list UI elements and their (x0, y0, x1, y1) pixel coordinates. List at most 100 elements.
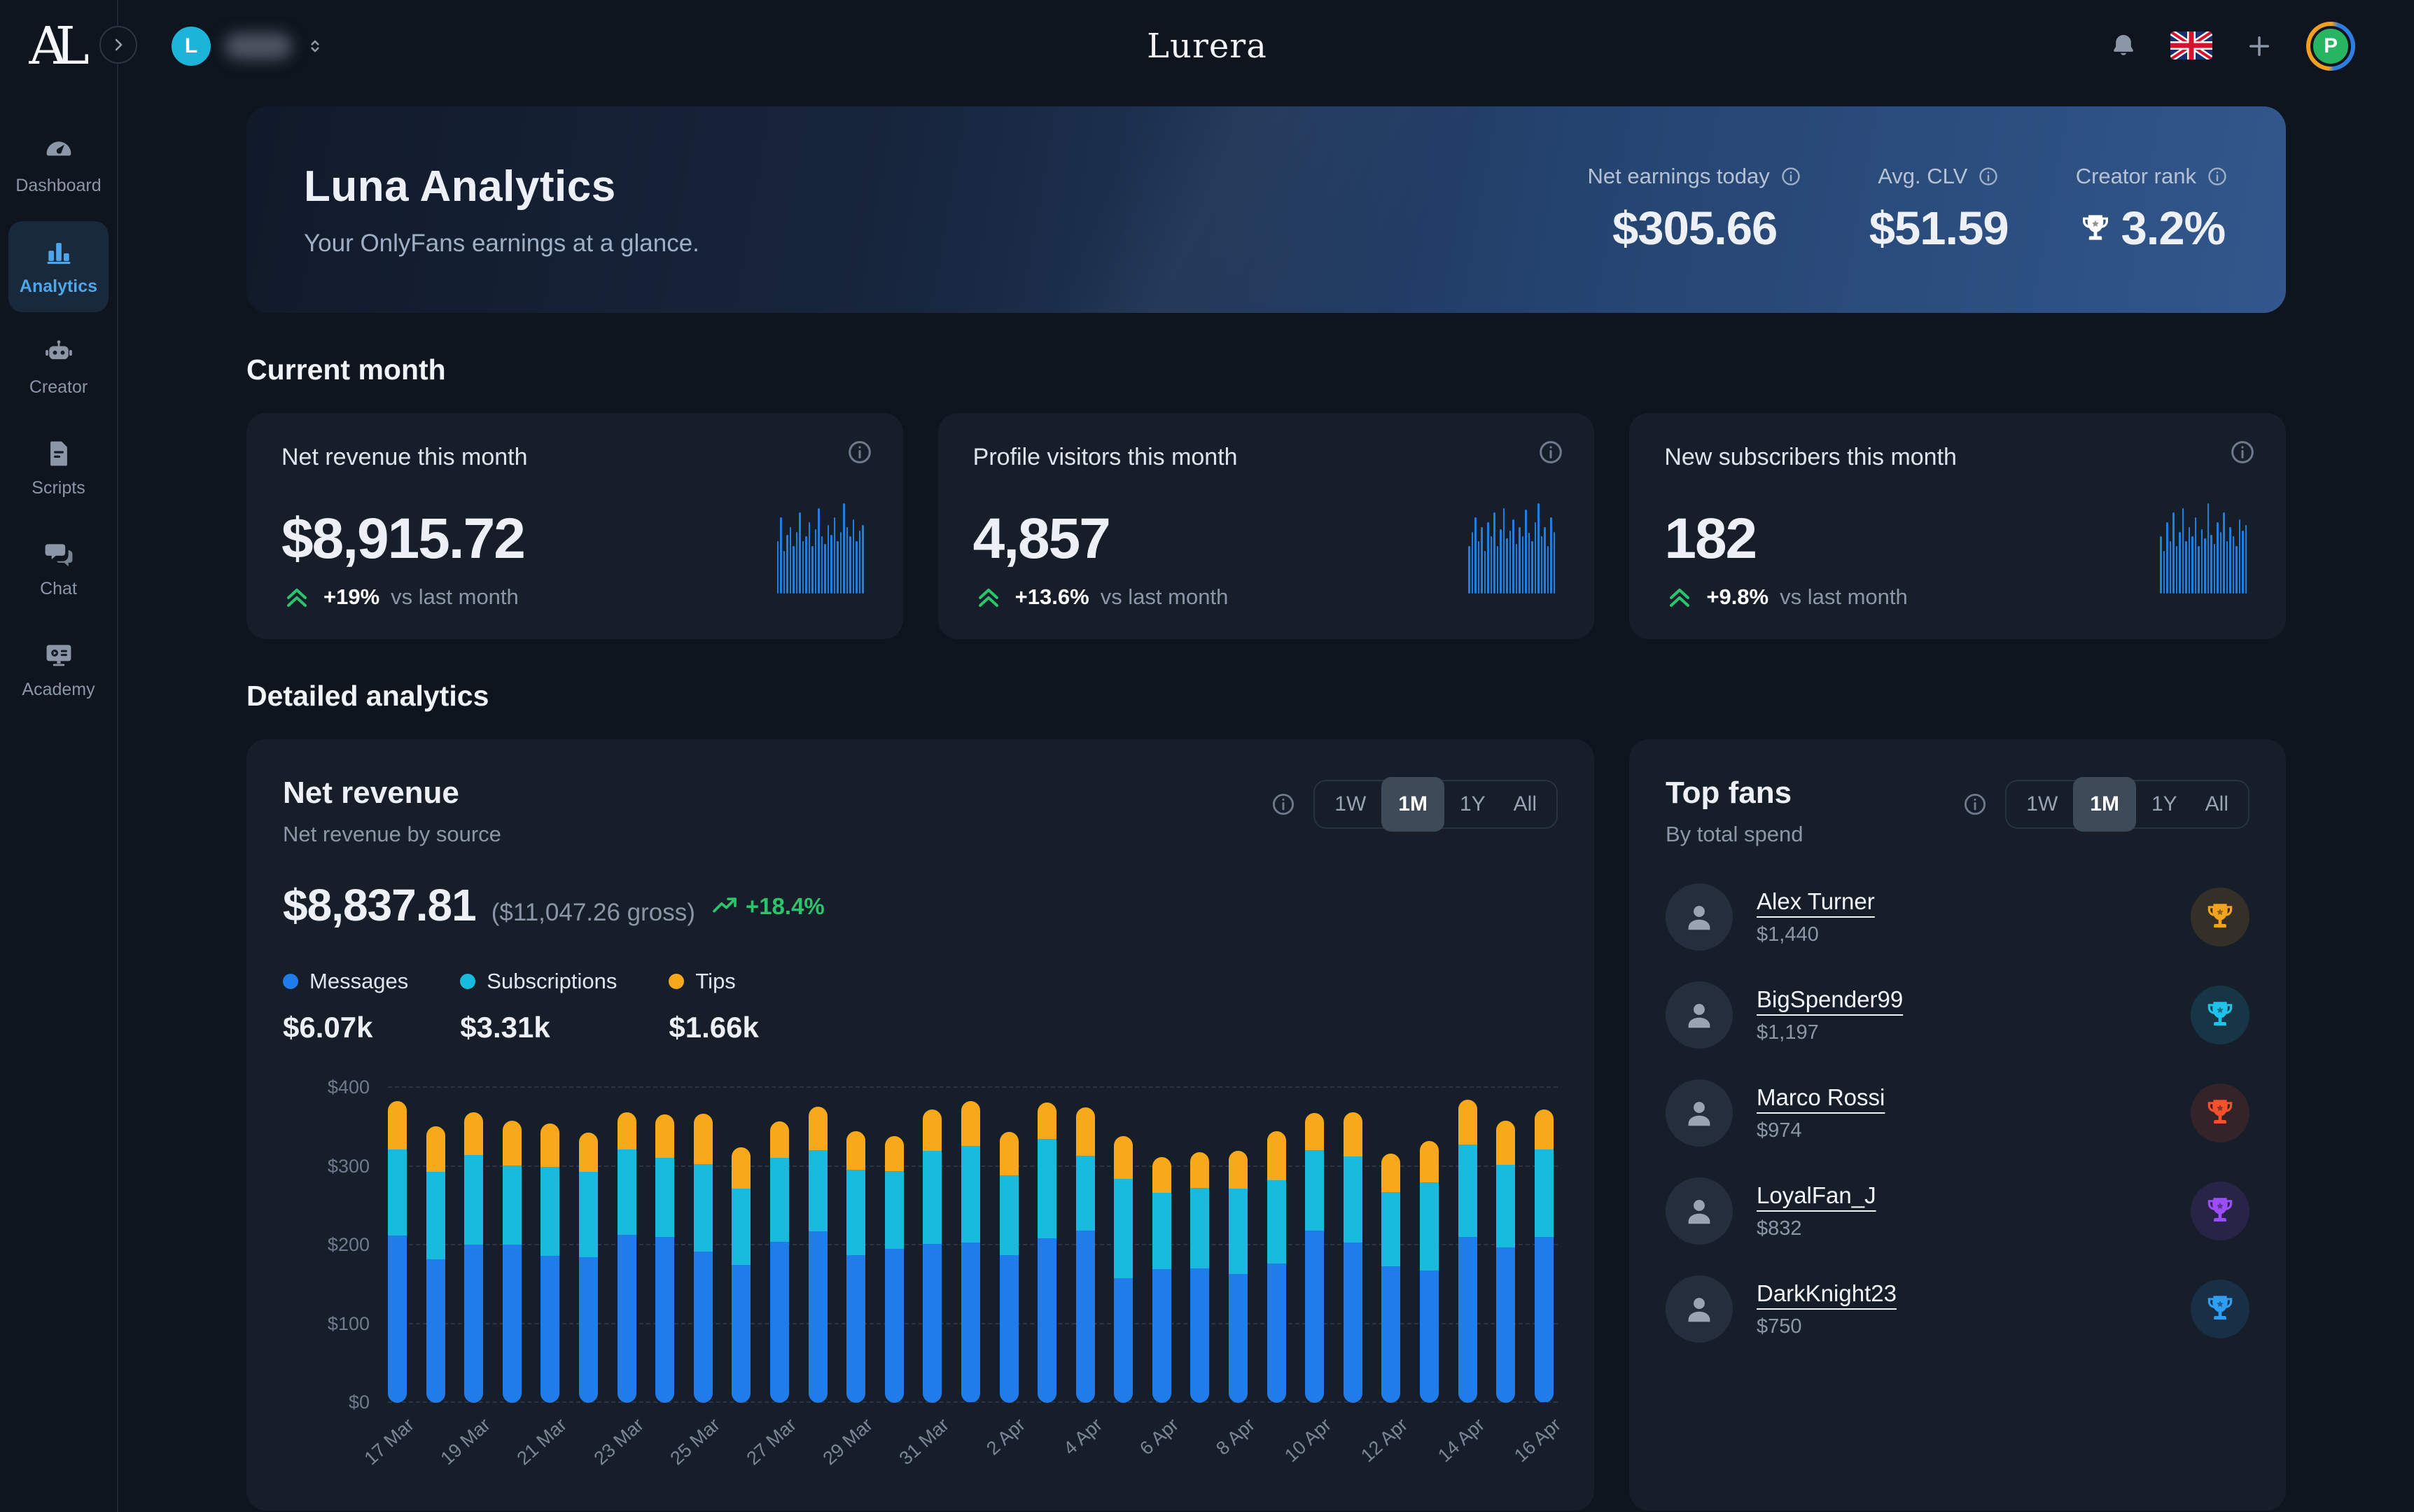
stacked-bar[interactable] (1152, 1157, 1171, 1403)
bar-segment-tips (464, 1112, 483, 1155)
bar-segment-messages (1229, 1274, 1248, 1403)
bar-segment-subscriptions (694, 1164, 713, 1252)
fan-name-link[interactable]: Marco Rossi (1757, 1084, 1885, 1111)
bar-segment-subscriptions (809, 1150, 828, 1231)
info-icon[interactable] (2228, 438, 2256, 466)
fan-name-link[interactable]: Alex Turner (1757, 888, 1875, 915)
sparkline-bar (815, 529, 817, 594)
account-switcher[interactable]: L (172, 27, 324, 66)
banner-stat-value: $305.66 (1588, 202, 1802, 255)
bar-segment-messages (770, 1242, 789, 1403)
info-icon[interactable] (1780, 165, 1802, 188)
info-icon[interactable] (1977, 165, 2000, 188)
net-revenue-range-option-1m[interactable]: 1M (1381, 777, 1444, 832)
stacked-bar[interactable] (540, 1124, 559, 1403)
bar-segment-messages (1267, 1264, 1286, 1403)
info-icon[interactable] (1537, 438, 1565, 466)
stacked-bar[interactable] (1305, 1113, 1324, 1403)
fan-name-link[interactable]: BigSpender99 (1757, 986, 1903, 1013)
uk-flag-icon[interactable] (2170, 31, 2212, 61)
stacked-bar[interactable] (846, 1131, 865, 1403)
stacked-bar[interactable] (1076, 1107, 1095, 1403)
net-revenue-range-option-1y[interactable]: 1Y (1446, 784, 1500, 825)
stacked-bar[interactable] (809, 1107, 828, 1403)
chart-bar-slot (809, 1088, 828, 1403)
stacked-bar[interactable] (1229, 1151, 1248, 1403)
sidebar-item-chat[interactable]: Chat (8, 524, 109, 615)
stacked-bar[interactable] (961, 1101, 980, 1403)
legend-item: Tips$1.66k (669, 969, 758, 1044)
stacked-bar[interactable] (1267, 1131, 1286, 1403)
stacked-bar[interactable] (1038, 1102, 1056, 1403)
top-fans-range-option-1m[interactable]: 1M (2073, 777, 2136, 832)
sidebar-item-creator[interactable]: Creator (8, 322, 109, 413)
info-icon[interactable] (846, 438, 874, 466)
stacked-bar[interactable] (579, 1133, 598, 1403)
info-icon[interactable] (2206, 165, 2228, 188)
chart-bar-slot: 17 Mar (388, 1088, 407, 1403)
stacked-bar[interactable] (1420, 1141, 1439, 1403)
stacked-bar[interactable] (770, 1121, 789, 1403)
stacked-bar[interactable] (694, 1114, 713, 1403)
top-fans-range-option-1y[interactable]: 1Y (2137, 784, 2191, 825)
sparkline-chart (777, 498, 864, 594)
sidebar-item-analytics[interactable]: Analytics (8, 221, 109, 312)
info-icon[interactable] (1270, 791, 1297, 818)
stacked-bar[interactable] (923, 1110, 942, 1403)
trophy-icon (2204, 1293, 2236, 1325)
analytics-icon (43, 237, 74, 267)
person-icon (1680, 1289, 1719, 1329)
chart-bar-slot: 10 Apr (1305, 1088, 1324, 1403)
banner-stat-value: $51.59 (1869, 202, 2009, 255)
sparkline-bar (802, 541, 804, 594)
top-fans-range-group: 1W1M1YAll (2005, 780, 2249, 829)
stacked-bar[interactable] (1000, 1132, 1019, 1403)
stacked-bar[interactable] (618, 1112, 636, 1403)
bar-segment-subscriptions (1114, 1179, 1133, 1278)
plus-icon[interactable] (2245, 31, 2274, 61)
bar-segment-tips (1114, 1136, 1133, 1179)
bell-icon[interactable] (2109, 31, 2138, 61)
sidebar-item-academy[interactable]: Academy (8, 624, 109, 715)
stacked-bar[interactable] (732, 1147, 751, 1403)
bar-segment-subscriptions (1038, 1139, 1056, 1238)
bar-segment-messages (1535, 1237, 1554, 1402)
net-revenue-range-option-all[interactable]: All (1500, 784, 1551, 825)
top-fans-range-option-1w[interactable]: 1W (2012, 784, 2072, 825)
stacked-bar[interactable] (1458, 1100, 1477, 1403)
sparkline-bar (811, 546, 814, 594)
stacked-bar[interactable] (1114, 1136, 1133, 1403)
stacked-bar[interactable] (503, 1121, 522, 1403)
net-revenue-range-option-1w[interactable]: 1W (1320, 784, 1380, 825)
banner-stat-label: Net earnings today (1588, 164, 1802, 189)
fan-name-link[interactable]: DarkKnight23 (1757, 1280, 1897, 1307)
stacked-bar[interactable] (885, 1136, 904, 1403)
trophy-icon (2079, 212, 2112, 246)
stacked-bar[interactable] (1344, 1112, 1362, 1403)
banner-stat: Creator rank3.2% (2076, 164, 2228, 255)
sparkline-bar (1522, 536, 1524, 594)
chart-bar-slot (503, 1088, 522, 1403)
profile-avatar[interactable]: P (2306, 22, 2355, 71)
x-axis-tick-label: 10 Apr (1281, 1414, 1336, 1466)
sidebar-collapse-button[interactable] (99, 26, 137, 64)
info-icon[interactable] (1962, 791, 1988, 818)
sidebar-item-dashboard[interactable]: Dashboard (8, 120, 109, 211)
fan-name-link[interactable]: LoyalFan_J (1757, 1182, 1876, 1209)
stat-cards-row: Net revenue this month$8,915.72+19%vs la… (246, 413, 2286, 639)
bar-segment-tips (961, 1101, 980, 1146)
stacked-bar[interactable] (1535, 1110, 1554, 1403)
stacked-bar[interactable] (426, 1126, 445, 1403)
stacked-bar[interactable] (1190, 1152, 1209, 1403)
stacked-bar[interactable] (655, 1114, 674, 1403)
stacked-bar[interactable] (1381, 1154, 1400, 1403)
stacked-bar[interactable] (464, 1112, 483, 1403)
revenue-legend: Messages$6.07kSubscriptions$3.31kTips$1.… (283, 969, 1558, 1044)
bar-segment-tips (1305, 1113, 1324, 1150)
bar-segment-messages (1038, 1238, 1056, 1403)
stacked-bar[interactable] (1496, 1121, 1515, 1403)
stacked-bar[interactable] (388, 1101, 407, 1403)
sidebar-nav: Dashboard Analytics Creator Scripts ChatAcad… (0, 120, 117, 715)
sidebar-item-scripts[interactable]: Scripts (8, 423, 109, 514)
top-fans-range-option-all[interactable]: All (2191, 784, 2242, 825)
